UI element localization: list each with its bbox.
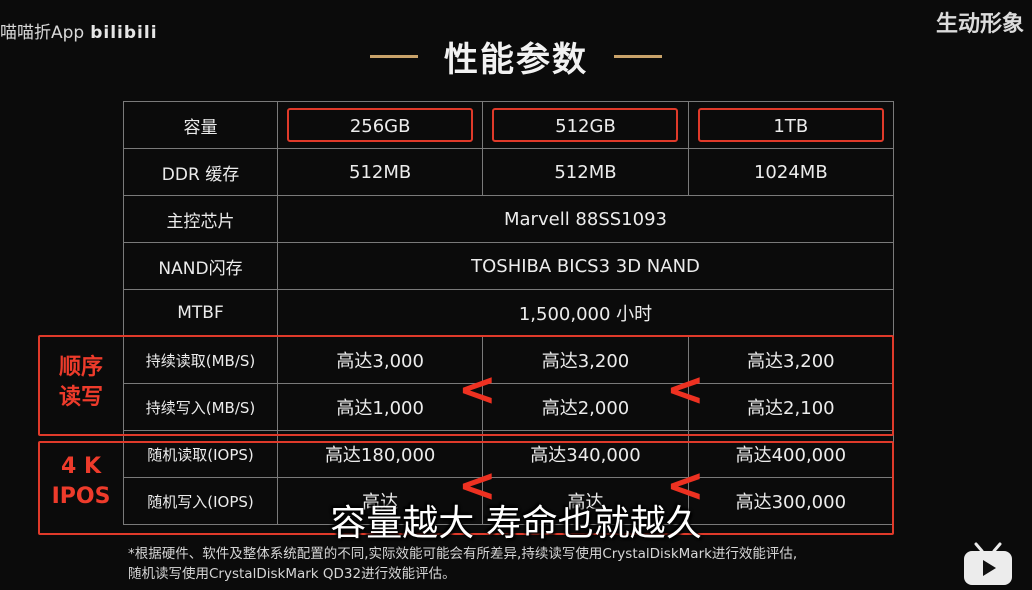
table-row-capacity: 容量 256GB 512GB 1TB	[123, 101, 895, 149]
capacity-cell: 256GB	[276, 101, 484, 149]
table-cell: 高达2,100	[687, 383, 895, 431]
watermark-app-text: 喵喵折App	[0, 23, 85, 43]
bilibili-tv-icon[interactable]	[962, 542, 1014, 586]
capacity-cell: 512GB	[482, 101, 689, 149]
row-label: 主控芯片	[123, 195, 278, 243]
random-4k-group-box	[38, 441, 894, 535]
title-dash-left	[370, 55, 418, 58]
table-cell: 高达300,000	[687, 477, 895, 525]
footnote: *根据硬件、软件及整体系统配置的不同,实际效能可能会有所差异,持续读写使用Cry…	[128, 546, 798, 583]
table-cell-span: 1,500,000 小时	[277, 289, 894, 337]
table-row: NAND闪存 TOSHIBA BICS3 3D NAND	[123, 242, 894, 290]
capacity-badge: 512GB	[492, 108, 679, 142]
row-label: DDR 缓存	[123, 148, 278, 196]
table-row: 随机读取(IOPS) 高达180,000 高达340,000 高达400,000	[123, 430, 895, 478]
table-cell: 高达	[482, 477, 689, 525]
less-than-arrow-icon: <	[458, 362, 497, 416]
watermark-left: 喵喵折App bilibili	[0, 18, 158, 43]
table-cell: 1024MB	[687, 148, 895, 196]
table-row: MTBF 1,500,000 小时	[123, 289, 894, 337]
table-row: 持续读取(MB/S) 高达3,000 高达3,200 高达3,200	[123, 336, 895, 384]
row-label: 随机写入(IOPS)	[123, 477, 278, 525]
title-dash-right	[614, 55, 662, 58]
table-cell-span: Marvell 88SS1093	[277, 195, 894, 243]
random-4k-group-label: 4 K IPOS	[51, 454, 111, 509]
page-title: 性能参数	[444, 40, 588, 80]
table-row: DDR 缓存 512MB 512MB 1024MB	[123, 148, 895, 196]
table-cell: 512MB	[276, 148, 484, 196]
table-row: 主控芯片 Marvell 88SS1093	[123, 195, 894, 243]
table-cell: 512MB	[482, 148, 689, 196]
sequential-group-label: 顺序 读写	[58, 355, 103, 410]
capacity-cell: 1TB	[687, 101, 895, 149]
spec-table: 容量 256GB 512GB 1TB DDR 缓存 512MB 512MB 10…	[123, 101, 895, 525]
less-than-arrow-icon: <	[666, 362, 705, 416]
table-cell: 高达3,200	[482, 336, 689, 384]
table-row: 随机写入(IOPS) 高达 高达 高达300,000	[123, 477, 895, 525]
row-label: 随机读取(IOPS)	[123, 430, 278, 478]
table-cell: 高达3,000	[276, 336, 484, 384]
table-cell: 高达3,200	[687, 336, 895, 384]
title-row: 性能参数	[0, 32, 1032, 81]
table-cell-span: TOSHIBA BICS3 3D NAND	[277, 242, 894, 290]
sequential-group-box	[38, 335, 894, 436]
table-cell: 高达340,000	[482, 430, 689, 478]
video-subtitle: 容量越大 寿命也就越久	[330, 503, 702, 544]
table-cell: 高达400,000	[687, 430, 895, 478]
table-cell: 高达1,000	[276, 383, 484, 431]
capacity-badge: 256GB	[287, 108, 474, 142]
less-than-arrow-icon: <	[666, 458, 705, 512]
row-label: 容量	[123, 101, 278, 149]
capacity-badge: 1TB	[697, 108, 884, 142]
bilibili-logo: bilibili	[90, 23, 158, 43]
row-label: MTBF	[123, 289, 278, 337]
less-than-arrow-icon: <	[458, 458, 497, 512]
row-label: NAND闪存	[123, 242, 278, 290]
watermark-right: 生动形象	[935, 12, 1024, 37]
table-cell: 高达180,000	[276, 430, 484, 478]
table-cell: 高达	[276, 477, 484, 525]
table-cell: 高达2,000	[482, 383, 689, 431]
